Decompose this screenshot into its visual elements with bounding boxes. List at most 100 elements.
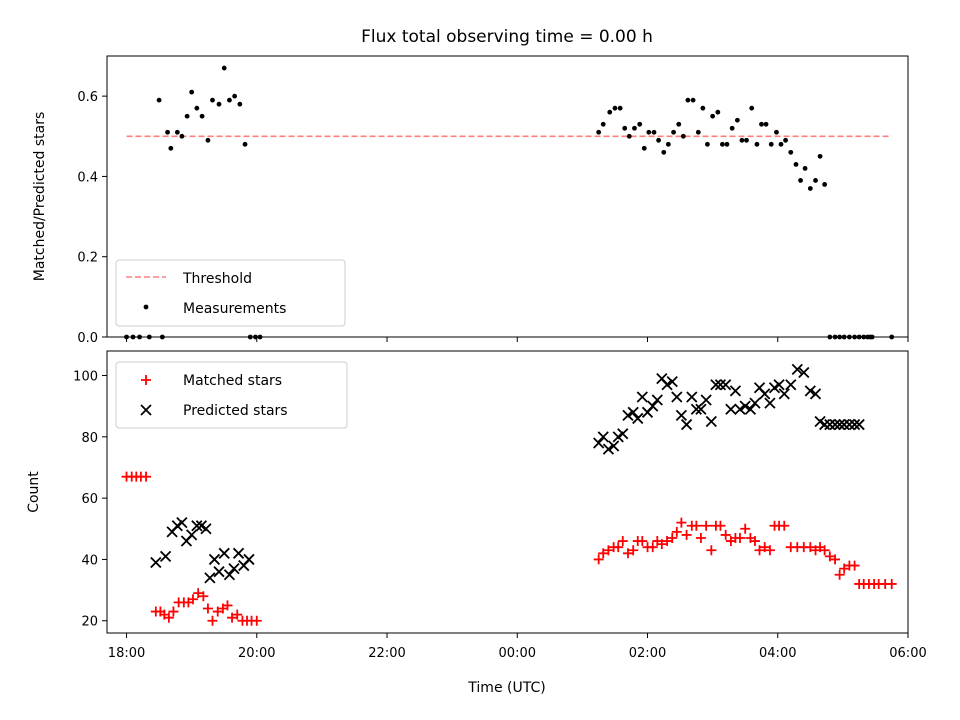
predicted-star-point bbox=[720, 379, 732, 391]
predicted-star-point bbox=[617, 428, 629, 440]
matched-star-point bbox=[163, 612, 174, 623]
measurement-point bbox=[194, 105, 200, 111]
matched-star-point bbox=[681, 529, 692, 540]
matched-star-point bbox=[637, 536, 648, 547]
predicted-star-point bbox=[593, 437, 605, 449]
measurement-point bbox=[661, 149, 667, 155]
measurement-point bbox=[690, 97, 696, 103]
matched-star-point bbox=[676, 517, 687, 528]
matched-star-point bbox=[849, 560, 860, 571]
measurement-point bbox=[607, 109, 613, 115]
predicted-star-point bbox=[680, 418, 693, 431]
measurement-point bbox=[165, 129, 170, 135]
measurement-point bbox=[632, 125, 637, 131]
measurement-point bbox=[705, 141, 710, 147]
matched-star-point bbox=[202, 603, 213, 614]
predicted-star-point bbox=[824, 418, 836, 431]
predicted-star-point bbox=[602, 443, 615, 455]
predicted-star-point bbox=[627, 406, 639, 418]
predicted-star-point bbox=[749, 397, 761, 409]
matched-star-point bbox=[740, 523, 751, 534]
measurement-point bbox=[189, 89, 195, 95]
measurement-point bbox=[774, 129, 779, 135]
measurement-point bbox=[749, 105, 755, 111]
measurement-point bbox=[626, 133, 632, 139]
predicted-star-point bbox=[223, 569, 236, 581]
measurement-point bbox=[676, 121, 682, 127]
legend-matched-label: Matched stars bbox=[183, 373, 282, 389]
predicted-star-point bbox=[675, 409, 688, 422]
measurement-point bbox=[237, 101, 243, 107]
matched-star-point bbox=[819, 545, 830, 556]
predicted-star-point bbox=[848, 418, 861, 431]
measurement-point bbox=[715, 109, 721, 115]
matched-star-point bbox=[656, 539, 667, 550]
measurement-point bbox=[734, 117, 740, 123]
predicted-star-point bbox=[686, 391, 698, 403]
x-tick-label: 06:00 bbox=[889, 646, 926, 661]
measurement-point bbox=[646, 129, 652, 135]
predicted-star-point bbox=[744, 403, 757, 415]
measurement-point bbox=[637, 121, 643, 127]
matched-star-point bbox=[886, 578, 897, 589]
predicted-star-point bbox=[843, 418, 856, 431]
predicted-star-point bbox=[809, 388, 822, 400]
x-tick-label: 02:00 bbox=[629, 646, 666, 661]
measurement-point bbox=[617, 105, 623, 111]
matched-star-point bbox=[227, 612, 238, 623]
predicted-star-point bbox=[778, 388, 790, 400]
measurement-point bbox=[788, 149, 794, 155]
predicted-star-point bbox=[666, 376, 678, 388]
measurement-point bbox=[802, 166, 808, 171]
matched-star-point bbox=[749, 536, 760, 547]
matched-star-point bbox=[805, 542, 816, 553]
matched-star-point bbox=[232, 609, 243, 620]
axes-frame bbox=[106, 350, 909, 634]
measurement-point bbox=[754, 141, 760, 147]
y-tick-label: 100 bbox=[73, 370, 98, 385]
y-tick-label: 80 bbox=[81, 431, 98, 446]
matched-star-point bbox=[647, 542, 658, 553]
measurement-point bbox=[596, 129, 602, 135]
predicted-star-point bbox=[597, 431, 609, 443]
measurement-point bbox=[744, 137, 749, 143]
matched-star-point bbox=[168, 606, 179, 617]
predicted-star-point bbox=[647, 400, 659, 412]
matched-star-point bbox=[613, 542, 624, 553]
predicted-star-point bbox=[829, 418, 841, 431]
matched-star-point bbox=[207, 615, 218, 626]
predicted-star-point bbox=[838, 418, 850, 431]
predicted-star-point bbox=[739, 400, 751, 412]
measurement-point bbox=[216, 101, 222, 107]
figure-title: Flux total observing time = 0.00 h bbox=[361, 27, 653, 47]
legend-matched-swatch bbox=[141, 375, 151, 385]
measurement-point bbox=[651, 129, 657, 135]
matched-star-point bbox=[667, 532, 678, 543]
predicted-star-point bbox=[690, 403, 702, 415]
matched-star-point bbox=[622, 548, 633, 559]
measurement-point bbox=[184, 113, 190, 119]
y-tick-label: 0.4 bbox=[77, 170, 98, 185]
matched-star-point bbox=[603, 545, 614, 556]
y-tick-label: 40 bbox=[81, 553, 98, 568]
measurement-point bbox=[729, 125, 735, 131]
legend-predicted-swatch bbox=[140, 404, 152, 416]
measurement-point bbox=[671, 129, 676, 135]
measurement-point bbox=[205, 137, 211, 143]
measurement-point bbox=[179, 133, 185, 139]
measurement-point bbox=[210, 97, 215, 103]
predicted-star-point bbox=[791, 363, 803, 376]
matched-star-point bbox=[141, 471, 152, 482]
measurement-point bbox=[174, 129, 180, 135]
measurement-point bbox=[685, 97, 691, 103]
measurement-point bbox=[700, 105, 706, 111]
matched-star-point bbox=[839, 563, 850, 574]
matched-star-point bbox=[754, 545, 765, 556]
measurement-point bbox=[813, 178, 818, 183]
matched-star-point bbox=[715, 520, 726, 531]
matched-star-point bbox=[830, 554, 841, 565]
ratio-plot: 0.0 0.2 0.4 0.6 Matched/Predicted stars Thres… bbox=[32, 55, 909, 346]
predicted-star-point bbox=[671, 391, 683, 403]
predicted-star-point bbox=[651, 394, 663, 406]
predicted-star-point bbox=[186, 529, 198, 541]
